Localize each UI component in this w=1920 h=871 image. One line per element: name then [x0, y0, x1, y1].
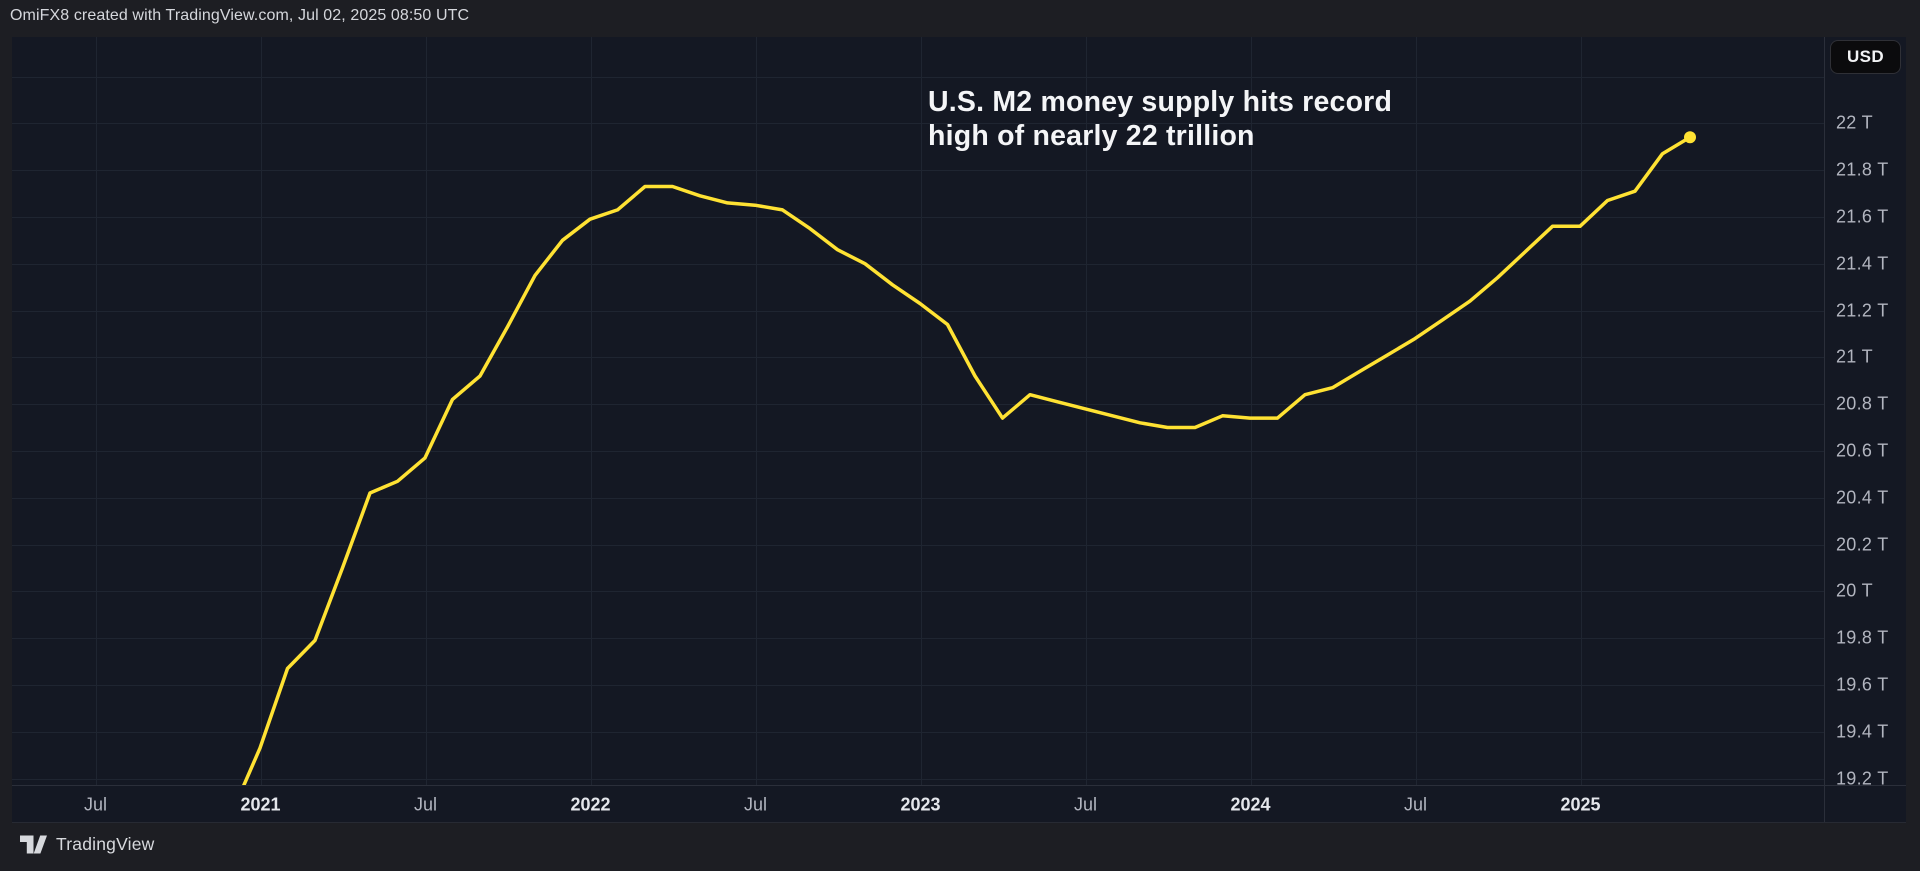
horizontal-gridline	[12, 544, 1824, 546]
horizontal-gridline	[12, 263, 1824, 265]
series-line	[241, 135, 1692, 786]
price-axis-label: 20.6 T	[1836, 440, 1889, 461]
chart-plot-area[interactable]	[12, 37, 1824, 786]
horizontal-gridline	[12, 216, 1824, 218]
price-axis-label: 19.4 T	[1836, 721, 1889, 742]
footer-bar: TradingView	[0, 823, 1920, 871]
vertical-gridline	[1085, 37, 1087, 786]
currency-usd-button[interactable]: USD	[1830, 40, 1901, 74]
chart-headline-line2: high of nearly 22 trillion	[928, 120, 1255, 152]
time-axis[interactable]: Jul 2021 Jul 2022 Jul 2023 Jul 2024 Jul 2025	[12, 786, 1824, 823]
price-axis-label: 21.2 T	[1836, 300, 1889, 320]
time-axis-label: 2025	[1560, 794, 1601, 814]
price-axis-label: 22 T	[1836, 112, 1873, 133]
horizontal-gridline	[12, 357, 1824, 359]
vertical-gridline	[1250, 37, 1252, 786]
time-axis-label: 2021	[240, 794, 281, 814]
price-axis-label: 20 T	[1836, 580, 1873, 601]
vertical-gridline	[590, 37, 592, 786]
tradingview-brand-link[interactable]: TradingView	[20, 834, 155, 855]
chart-headline-line1: U.S. M2 money supply hits record	[928, 86, 1393, 118]
price-axis-label: 19.2 T	[1836, 768, 1889, 788]
time-axis-label: 2023	[900, 794, 941, 814]
vertical-gridline	[920, 37, 922, 786]
plot-bottom-border	[12, 785, 1906, 786]
horizontal-gridline	[12, 591, 1824, 593]
price-axis-label: 20.2 T	[1836, 534, 1889, 554]
horizontal-gridline	[12, 731, 1824, 733]
vertical-gridline	[1415, 37, 1417, 786]
vertical-gridline	[1580, 37, 1582, 786]
price-axis-label: 21.4 T	[1836, 253, 1889, 274]
vertical-gridline	[755, 37, 757, 786]
vertical-gridline	[95, 37, 97, 786]
attribution-text: OmiFX8 created with TradingView.com, Jul…	[10, 7, 470, 24]
price-axis-label: 19.6 T	[1836, 674, 1889, 695]
price-axis-label: 20.8 T	[1836, 393, 1889, 414]
time-axis-label: Jul	[1403, 794, 1428, 814]
horizontal-gridline	[12, 310, 1824, 312]
horizontal-gridline	[12, 170, 1824, 172]
attribution-bar: OmiFX8 created with TradingView.com, Jul…	[0, 0, 1920, 37]
horizontal-gridline	[12, 76, 1824, 78]
horizontal-gridline	[12, 404, 1824, 406]
horizontal-gridline	[12, 778, 1824, 780]
time-axis-label: Jul	[413, 794, 438, 814]
last-value-marker	[1684, 131, 1696, 144]
tradingview-logo-icon[interactable]	[20, 835, 47, 854]
m2-line-series	[241, 131, 1696, 786]
horizontal-gridline	[12, 450, 1824, 452]
axis-bottom-border	[12, 822, 1906, 823]
price-axis-label: 21 T	[1836, 346, 1873, 367]
chart-headline: U.S. M2 money supply hits record high of…	[928, 85, 1392, 153]
price-axis-label: 20.4 T	[1836, 487, 1889, 508]
tradingview-brand-text[interactable]: TradingView	[56, 834, 155, 854]
price-axis-label: 21.8 T	[1836, 159, 1889, 180]
vertical-gridline	[425, 37, 427, 786]
vertical-gridline	[260, 37, 262, 786]
horizontal-gridline	[12, 497, 1824, 499]
time-axis-label: Jul	[1073, 794, 1098, 814]
horizontal-gridline	[12, 638, 1824, 640]
time-axis-label: Jul	[83, 794, 108, 814]
price-axis-label: 19.8 T	[1836, 627, 1889, 648]
time-axis-label: 2022	[570, 794, 611, 814]
horizontal-gridline	[12, 123, 1824, 125]
time-axis-label: 2024	[1230, 794, 1271, 814]
price-axis-label: 21.6 T	[1836, 206, 1889, 227]
time-axis-label: Jul	[743, 794, 768, 814]
price-axis[interactable]: USD 22 T 21.8 T 21.6 T 21.4 T 21.2 T 21 T 20.8…	[1824, 37, 1906, 823]
horizontal-gridline	[12, 684, 1824, 686]
